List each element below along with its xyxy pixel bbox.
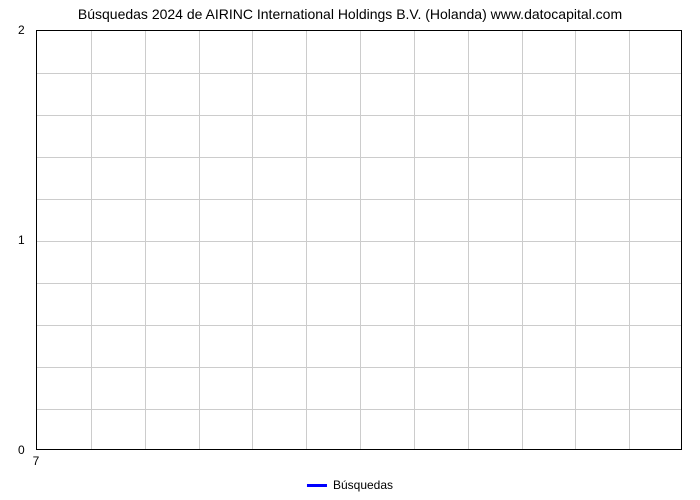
grid-line-horizontal [37, 115, 681, 116]
grid-line-vertical [252, 31, 253, 449]
grid-line-horizontal [37, 325, 681, 326]
grid-line-vertical [468, 31, 469, 449]
y-axis-tick-label: 0 [18, 443, 25, 457]
grid-line-horizontal [37, 199, 681, 200]
y-axis-tick-label: 1 [18, 233, 25, 247]
grid-line-horizontal [37, 241, 681, 242]
grid-line-vertical [306, 31, 307, 449]
grid-line-vertical [414, 31, 415, 449]
legend-label: Búsquedas [333, 478, 393, 492]
grid-line-vertical [360, 31, 361, 449]
grid-line-horizontal [37, 157, 681, 158]
grid-line-vertical [91, 31, 92, 449]
legend-swatch [307, 484, 327, 487]
chart-plot-area [36, 30, 682, 450]
grid-line-horizontal [37, 283, 681, 284]
grid-line-vertical [199, 31, 200, 449]
grid-line-vertical [575, 31, 576, 449]
x-axis-tick-label: 7 [33, 454, 40, 468]
grid-line-vertical [629, 31, 630, 449]
grid-line-vertical [145, 31, 146, 449]
y-axis-tick-label: 2 [18, 23, 25, 37]
grid-line-horizontal [37, 367, 681, 368]
grid-line-horizontal [37, 409, 681, 410]
grid-line-horizontal [37, 73, 681, 74]
grid-line-vertical [522, 31, 523, 449]
chart-title: Búsquedas 2024 de AIRINC International H… [0, 0, 700, 22]
chart-legend: Búsquedas [307, 478, 393, 492]
